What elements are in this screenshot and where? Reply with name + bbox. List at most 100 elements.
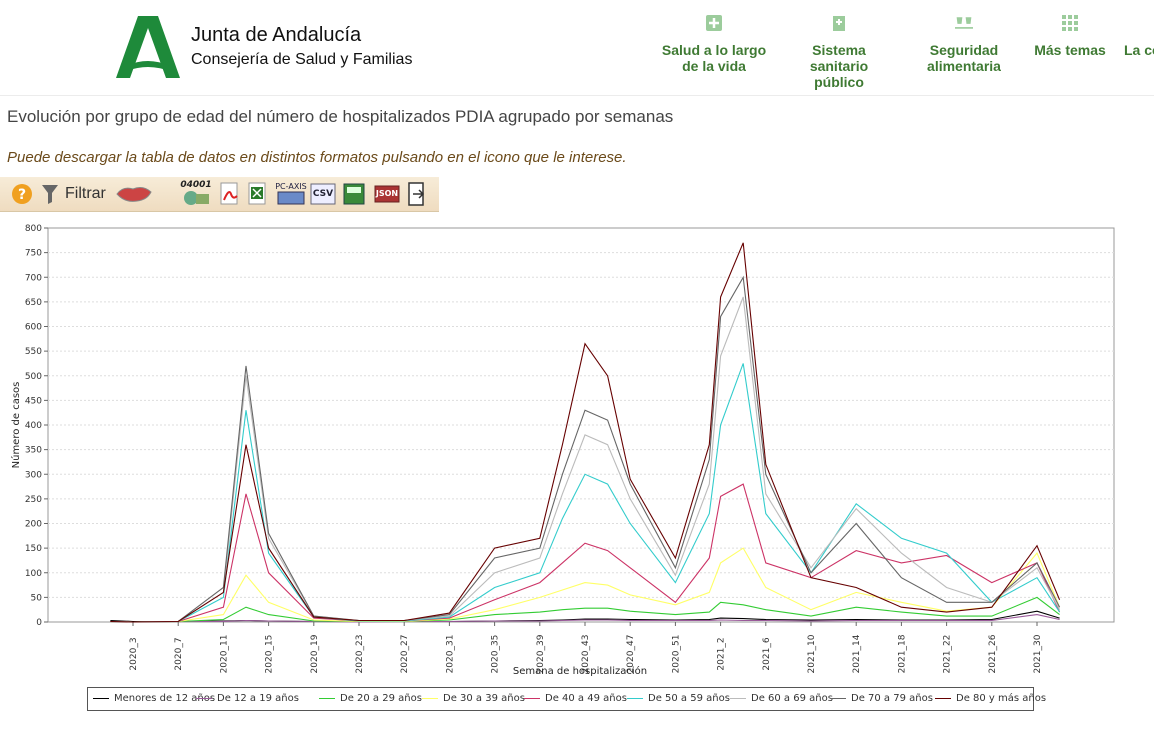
- x-tick-label: 2020_39: [536, 634, 546, 673]
- legend-label: De 80 y más años: [956, 693, 1047, 704]
- x-tick-label: 2021_18: [897, 634, 907, 673]
- x-tick-label: 2021_6: [762, 637, 772, 670]
- legend-label: De 20 a 29 años: [340, 693, 422, 704]
- x-tick-label: 2020_51: [671, 635, 681, 674]
- y-tick-label: 200: [25, 520, 42, 530]
- legend-label: De 50 a 59 años: [648, 693, 730, 704]
- csv-label: CSV: [312, 188, 334, 199]
- y-tick-label: 250: [25, 495, 42, 505]
- nav-salud-vida[interactable]: Salud a lo largo de la vida: [660, 14, 768, 74]
- x-tick-label: 2021_2: [717, 637, 727, 670]
- json-icon: [374, 185, 400, 202]
- legend-swatch: [422, 697, 438, 699]
- x-tick-label: 2020_27: [400, 635, 410, 674]
- svg-text:?: ?: [18, 187, 26, 203]
- nav-la-consejeria[interactable]: La co: [1124, 42, 1154, 58]
- legend-item[interactable]: De 50 a 59 años: [627, 693, 730, 704]
- legend-label: De 30 a 39 años: [443, 693, 525, 704]
- json-button[interactable]: JSON: [373, 181, 401, 206]
- calc-button[interactable]: [341, 181, 367, 206]
- x-tick-label: 2021_30: [1033, 634, 1043, 673]
- legend-swatch: [935, 697, 951, 699]
- org-name: Junta de Andalucía: [191, 24, 362, 46]
- y-tick-label: 450: [25, 396, 42, 406]
- legend-item[interactable]: De 70 a 79 años: [830, 693, 933, 704]
- pdf-icon: [220, 182, 238, 204]
- query-icon: [184, 191, 209, 205]
- y-tick-label: 700: [25, 273, 42, 283]
- series-line-7: [110, 275, 1061, 623]
- legend-label: De 40 a 49 años: [545, 693, 627, 704]
- grid-icon: [1062, 15, 1078, 31]
- filter-icon: [42, 184, 58, 204]
- nav-sistema-sanitario-label: Sistema sanitario público: [809, 42, 869, 90]
- x-tick-label: 2020_23: [355, 635, 365, 674]
- page-subtitle: Puede descargar la tabla de datos en dis…: [7, 149, 627, 166]
- help-button[interactable]: ?: [10, 181, 34, 206]
- x-tick-label: 2021_10: [807, 634, 817, 673]
- legend-item[interactable]: Menores de 12 años: [93, 693, 215, 704]
- series-line-1: [110, 614, 1060, 623]
- hospitalizations-line-chart: 0 50 100 150 200 250 300 350 400 450 500 550 600 650 7…: [10, 224, 1115, 677]
- series-line-4: [110, 483, 1061, 623]
- excel-button[interactable]: [246, 181, 270, 206]
- x-tick-label: 2021_22: [943, 635, 953, 674]
- pdf-button[interactable]: [218, 181, 242, 206]
- counter-label: 04001: [180, 180, 212, 190]
- plus-box-icon: [706, 15, 722, 31]
- legend-swatch: [830, 697, 846, 699]
- nav-seguridad-alimentaria[interactable]: Seguridad alimentaria: [915, 14, 1013, 74]
- calc-icon: [343, 183, 365, 204]
- nav-sistema-sanitario[interactable]: Sistema sanitario público: [790, 14, 888, 90]
- pcaxis-button[interactable]: PC-AXIS: [275, 181, 307, 206]
- query-button[interactable]: 04001: [178, 181, 214, 206]
- x-tick-label: 2021_26: [988, 634, 998, 673]
- x-tick-label: 2020_19: [310, 634, 320, 673]
- x-tick-label: 2020_31: [445, 635, 455, 674]
- x-tick-label: 2020_15: [265, 635, 275, 674]
- nav-la-consejeria-label: La co: [1124, 42, 1154, 58]
- csv-button[interactable]: CSV: [310, 181, 336, 206]
- exit-button[interactable]: [405, 181, 429, 206]
- filter-button[interactable]: Filtrar: [40, 181, 110, 206]
- org-subtitle: Consejería de Salud y Familias: [191, 51, 413, 68]
- legend-label: De 12 a 19 años: [217, 693, 299, 704]
- legend-label: Menores de 12 años: [114, 693, 216, 704]
- nav-mas-temas-label: Más temas: [1034, 42, 1106, 58]
- legend-label: De 70 a 79 años: [851, 693, 933, 704]
- site-header: Junta de Andalucía Consejería de Salud y…: [0, 0, 1154, 96]
- series-line-6: [110, 296, 1061, 623]
- x-tick-label: 2020_35: [491, 635, 501, 674]
- map-button[interactable]: [114, 181, 154, 206]
- glasses-icon: [955, 17, 973, 29]
- series-line-2: [110, 596, 1060, 623]
- legend-item[interactable]: De 30 a 39 años: [422, 693, 525, 704]
- y-tick-label: 800: [25, 224, 42, 234]
- legend-item[interactable]: De 60 a 69 años: [730, 693, 833, 704]
- hospital-icon: [833, 16, 845, 31]
- x-tick-label: 2020_43: [581, 635, 591, 674]
- filter-label: Filtrar: [65, 184, 106, 202]
- nav-mas-temas[interactable]: Más temas: [1032, 14, 1108, 58]
- x-tick-label: 2020_7: [174, 637, 184, 670]
- legend-swatch: [196, 697, 212, 699]
- legend-item[interactable]: De 80 y más años: [935, 693, 1046, 704]
- legend-swatch: [627, 697, 643, 699]
- x-tick-label: 2021_14: [852, 634, 862, 673]
- pcaxis-icon: [277, 191, 305, 205]
- csv-icon: [310, 183, 336, 204]
- nav-salud-vida-label: Salud a lo largo de la vida: [661, 42, 767, 74]
- y-tick-label: 500: [25, 372, 42, 382]
- junta-logo[interactable]: [116, 16, 180, 78]
- legend-item[interactable]: De 12 a 19 años: [196, 693, 299, 704]
- legend-item[interactable]: De 20 a 29 años: [319, 693, 422, 704]
- legend-swatch: [93, 697, 109, 699]
- y-tick-label: 750: [25, 249, 42, 259]
- page-title: Evolución por grupo de edad del número d…: [7, 107, 674, 126]
- legend-label: De 60 a 69 años: [751, 693, 833, 704]
- map-icon: [116, 186, 152, 202]
- legend-item[interactable]: De 40 a 49 años: [524, 693, 627, 704]
- x-axis-label: Semana de hospitalización: [513, 665, 647, 677]
- legend-swatch: [730, 697, 746, 699]
- legend-swatch: [524, 697, 540, 699]
